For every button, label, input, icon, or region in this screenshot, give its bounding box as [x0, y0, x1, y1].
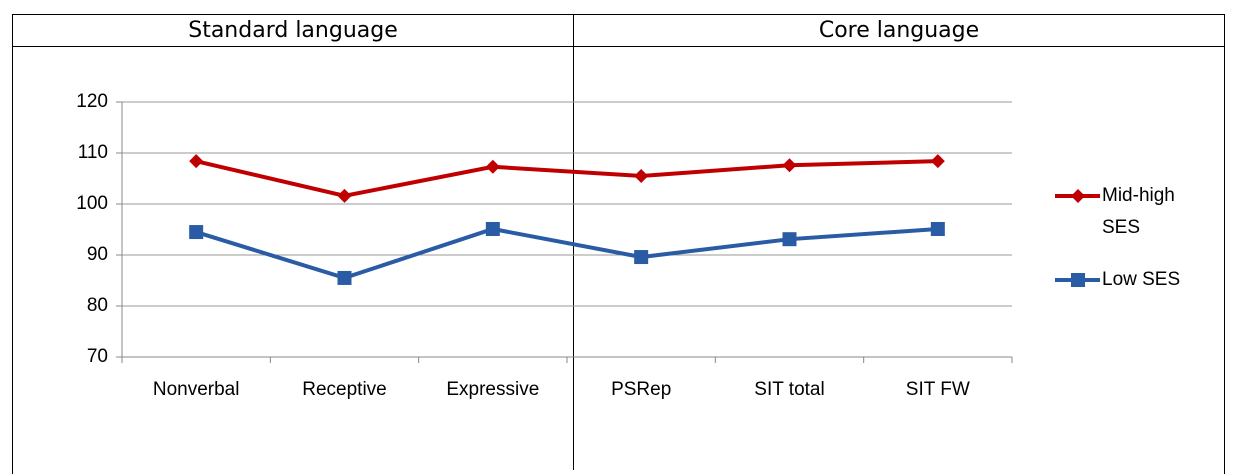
y-tick-label: 110: [78, 142, 108, 163]
legend-marker: [1071, 189, 1085, 203]
point: [782, 232, 797, 247]
point: [485, 159, 500, 174]
x-tick-label: SIT total: [754, 379, 824, 400]
y-tick-label: 90: [87, 244, 108, 265]
y-tick-label: 70: [87, 346, 108, 367]
x-tick-label: Expressive: [446, 379, 539, 400]
point: [189, 225, 204, 240]
legend-label: Low SES: [1102, 269, 1181, 290]
y-tick-label: 80: [87, 295, 108, 316]
legend-marker: [1071, 273, 1085, 287]
legend-label: Mid-high SES: [1102, 185, 1175, 238]
point: [930, 154, 945, 169]
y-tick-label: 100: [76, 193, 108, 214]
x-tick-label: PSRep: [611, 379, 671, 400]
point: [337, 188, 352, 203]
point: [485, 221, 500, 236]
point: [634, 250, 649, 265]
x-tick-label: Nonverbal: [153, 379, 240, 400]
x-tick-label: SIT FW: [906, 379, 970, 400]
frame: [12, 14, 1225, 474]
point: [782, 158, 797, 173]
point: [337, 270, 352, 285]
point: [189, 154, 204, 169]
series-line: [195, 159, 938, 198]
group-label: Standard language: [188, 18, 398, 43]
y-tick-label: 120: [76, 91, 108, 112]
series-line: [195, 226, 938, 281]
x-tick-label: Receptive: [302, 379, 387, 400]
point: [634, 168, 649, 183]
point: [930, 221, 945, 236]
group-label: Core language: [819, 18, 979, 43]
